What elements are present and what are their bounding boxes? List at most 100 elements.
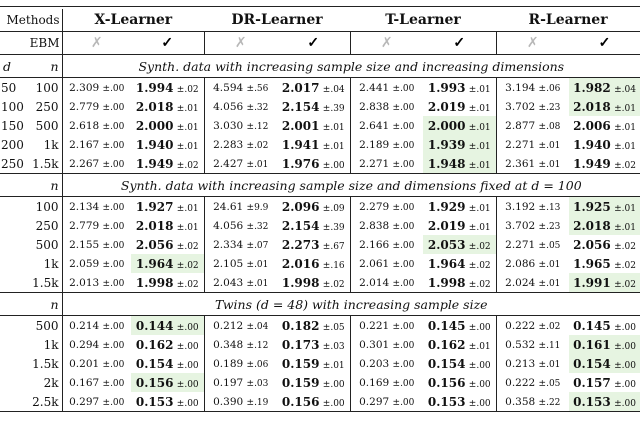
best-result-cell: 0.144 ±.00 xyxy=(131,315,205,335)
best-result-cell: 2.016 ±.16 xyxy=(277,254,350,273)
top-rule xyxy=(0,0,640,7)
mean-value: 4.594 xyxy=(213,81,244,94)
mean-value: 2.016 xyxy=(281,256,320,271)
mean-value: 1.949 xyxy=(135,156,174,171)
std-value: ±.05 xyxy=(538,240,561,251)
mean-value: 0.161 xyxy=(573,337,611,352)
n-value: 2.5k xyxy=(24,392,63,412)
std-value: ±.05 xyxy=(538,378,561,389)
std-value: ±.02 xyxy=(176,84,199,95)
table-row: 250 1.5k 2.267 ±.00 1.949 ±.02 2.427 ±.01 1.9… xyxy=(0,154,640,174)
best-result-cell: 2.018 ±.01 xyxy=(131,216,204,235)
d-value: 150 xyxy=(1,118,24,133)
std-value: ±.00 xyxy=(392,397,415,408)
std-value: ±.00 xyxy=(102,321,125,332)
result-cell: 0.297 ±.00 xyxy=(349,392,424,412)
result-cell: 2.309 ±.00 xyxy=(62,78,131,98)
mean-value: 2.061 xyxy=(359,257,390,270)
std-value: ±.01 xyxy=(322,141,345,152)
result-cell: 2.167 ±.00 xyxy=(62,135,131,154)
best-result-cell: 0.154 ±.00 xyxy=(423,354,496,373)
std-value: ±.00 xyxy=(392,321,415,332)
d-value xyxy=(0,216,24,235)
mean-value: 1.949 xyxy=(573,156,611,171)
std-value: ±.16 xyxy=(322,260,345,271)
mean-value: 3.702 xyxy=(505,219,536,232)
best-result-cell: 1.925 ±.01 xyxy=(569,196,640,216)
best-result-cell: 0.157 ±.00 xyxy=(569,373,640,392)
result-cell: 0.532 ±.11 xyxy=(495,335,570,354)
n-value: 250 xyxy=(24,216,63,235)
mean-value: 2.018 xyxy=(573,99,611,114)
ebm-label: EBM xyxy=(0,31,63,55)
result-cell: 2.024 ±.01 xyxy=(495,273,570,293)
mean-value: 0.145 xyxy=(427,318,466,333)
mean-value: 0.154 xyxy=(427,356,466,371)
mean-value: 2.086 xyxy=(505,257,536,270)
std-value: ±.23 xyxy=(538,102,561,113)
ebm-on-mark: ✓ xyxy=(277,31,351,55)
std-value: ±.00 xyxy=(102,259,125,270)
std-value: ±.12 xyxy=(246,340,269,351)
best-result-cell: 1.948 ±.01 xyxy=(423,154,497,174)
best-result-cell: 2.018 ±.01 xyxy=(569,97,640,116)
mean-value: 1.991 xyxy=(573,275,611,290)
result-cell: 2.014 ±.00 xyxy=(349,273,424,293)
best-result-cell: 1.998 ±.02 xyxy=(423,273,497,293)
methods-label: Methods xyxy=(0,9,63,32)
best-result-cell: 1.994 ±.02 xyxy=(131,78,204,98)
std-value: ±.00 xyxy=(392,83,415,94)
mean-value: 3.192 xyxy=(505,200,536,213)
d-value xyxy=(0,373,24,392)
mean-value: 2.641 xyxy=(359,119,390,132)
mean-value: 2.271 xyxy=(359,157,390,170)
mean-value: 24.61 xyxy=(213,200,244,213)
std-value: ±.00 xyxy=(614,322,636,333)
ebm-on-mark: ✓ xyxy=(131,31,205,55)
results-table: Methods X-Learner DR-Learner T-Learner R… xyxy=(0,9,640,412)
best-result-cell: 1.929 ±.01 xyxy=(423,197,496,217)
learner-header-r: R-Learner xyxy=(528,12,608,28)
mean-value: 2.427 xyxy=(213,157,244,170)
best-result-cell: 1.941 ±.01 xyxy=(277,135,350,154)
mean-value: 0.358 xyxy=(505,395,536,408)
result-cell: 2.013 ±.00 xyxy=(62,273,132,293)
std-value: ±.01 xyxy=(614,203,636,214)
n-value: 2k xyxy=(24,373,63,392)
mean-value: 0.182 xyxy=(281,318,320,333)
std-value: ±.00 xyxy=(102,359,125,370)
std-value: ±.03 xyxy=(246,378,269,389)
result-cell: 0.221 ±.00 xyxy=(349,315,424,335)
result-cell: 0.348 ±.12 xyxy=(203,335,278,354)
std-value: ±.00 xyxy=(468,398,491,409)
std-value: ±.00 xyxy=(102,278,125,289)
mean-value: 2.043 xyxy=(213,276,244,289)
best-result-cell: 2.056 ±.02 xyxy=(569,235,640,254)
mean-value: 1.929 xyxy=(427,199,466,214)
learner-header-dr: DR-Learner xyxy=(231,12,323,28)
result-cell: 2.043 ±.01 xyxy=(203,273,278,293)
n-value: 500 xyxy=(24,116,63,135)
mean-value: 2.877 xyxy=(505,119,536,132)
best-result-cell: 1.939 ±.01 xyxy=(423,135,497,154)
mean-value: 0.167 xyxy=(69,376,100,389)
mean-value: 0.162 xyxy=(427,337,466,352)
std-value: ±.00 xyxy=(392,278,415,289)
section-header-row: n Synth. data with increasing sample size… xyxy=(0,173,640,197)
best-result-cell: 2.273 ±.67 xyxy=(277,235,350,254)
result-cell: 2.134 ±.00 xyxy=(62,197,131,217)
mean-value: 2.000 xyxy=(135,118,174,133)
mean-value: 2.166 xyxy=(359,238,390,251)
n-value: 1k xyxy=(24,254,63,273)
result-cell: 0.201 ±.00 xyxy=(62,354,131,373)
mean-value: 2.838 xyxy=(359,219,390,232)
mean-value: 2.779 xyxy=(69,100,100,113)
best-result-cell: 1.998 ±.02 xyxy=(277,273,351,293)
result-cell: 2.334 ±.07 xyxy=(203,235,278,254)
std-value: ±.00 xyxy=(392,340,415,351)
n-value: 1.5k xyxy=(24,354,63,373)
std-value: ±.00 xyxy=(392,159,415,170)
result-cell: 3.702 ±.23 xyxy=(495,97,570,116)
best-result-cell: 2.006 ±.01 xyxy=(569,116,640,135)
mean-value: 2.441 xyxy=(359,81,390,94)
